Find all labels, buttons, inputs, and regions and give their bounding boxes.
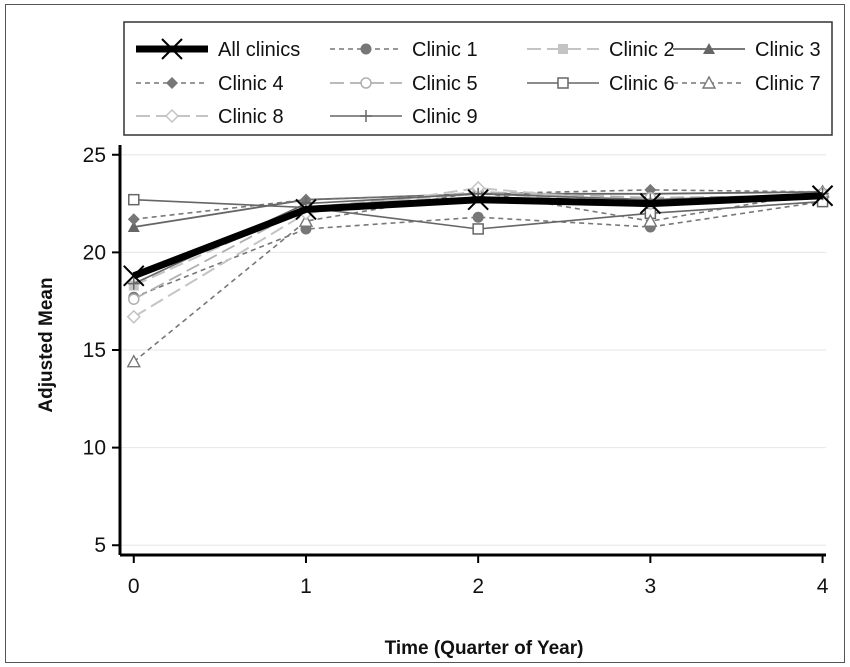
axes: 5 10 15 20 25 0 1 2 3 4 (83, 144, 829, 598)
series-line-clinic-1 (133, 200, 823, 299)
y-axis-title: Adjusted Mean (36, 277, 57, 412)
legend-label-clinic-2: Clinic 2 (609, 39, 675, 61)
y-tick-label: 5 (94, 534, 106, 557)
legend-label-clinic-4: Clinic 4 (218, 73, 284, 95)
legend-item-clinic-3: Clinic 3 (673, 39, 821, 61)
legend-marker-clinic-8 (164, 108, 180, 124)
y-tick-label: 20 (83, 241, 106, 264)
x-tick-label: 2 (472, 575, 484, 598)
grid-lines (120, 154, 826, 546)
data-point-clinic-1 (472, 211, 484, 223)
data-point-clinic-8 (126, 309, 141, 324)
legend-label-clinic-7: Clinic 7 (755, 73, 821, 95)
data-point-clinic-6 (472, 223, 484, 235)
y-tick-label: 25 (83, 144, 106, 167)
legend-marker-clinic-7 (701, 75, 717, 89)
legend-box (123, 21, 833, 136)
data-point-clinic-7 (298, 213, 314, 227)
legend: All clinics Clinic 1 Clinic 2 Clinic 3 Clini… (136, 38, 821, 128)
data-point-clinic-9 (127, 277, 140, 290)
legend-label-clinic-1: Clinic 1 (412, 39, 478, 61)
legend-label-clinic-6: Clinic 6 (609, 73, 675, 95)
legend-item-clinic-7: Clinic 7 (673, 73, 821, 95)
legend-marker-clinic-9 (360, 110, 372, 122)
legend-item-all-clinics: All clinics (136, 38, 300, 61)
series-layer (123, 180, 834, 368)
data-point-clinic-3 (127, 221, 140, 232)
data-point-all-clinics (295, 198, 317, 221)
x-tick-label: 0 (128, 575, 140, 598)
series-clinic-1 (128, 196, 829, 303)
legend-label-clinic-3: Clinic 3 (755, 39, 821, 61)
x-axis-title: Time (Quarter of Year) (385, 638, 584, 659)
legend-item-clinic-8: Clinic 8 (136, 106, 284, 128)
data-point-clinic-7 (643, 213, 658, 227)
data-point-all-clinics (467, 188, 489, 211)
legend-item-clinic-6: Clinic 6 (527, 73, 675, 95)
x-tick-label: 4 (817, 575, 829, 598)
legend-item-clinic-1: Clinic 1 (330, 39, 478, 61)
legend-item-clinic-5: Clinic 5 (330, 73, 478, 95)
legend-label-clinic-5: Clinic 5 (412, 73, 478, 95)
legend-item-clinic-4: Clinic 4 (136, 73, 284, 95)
y-tick-label: 15 (83, 339, 106, 362)
legend-marker-clinic-2 (558, 44, 568, 54)
legend-item-clinic-9: Clinic 9 (330, 106, 478, 128)
legend-label-clinic-9: Clinic 9 (412, 106, 478, 128)
legend-marker-clinic-4 (166, 77, 178, 89)
legend-label-all-clinics: All clinics (218, 39, 300, 61)
legend-marker-clinic-6 (557, 77, 569, 89)
x-tick-label: 1 (300, 575, 312, 598)
data-point-clinic-7 (126, 354, 141, 368)
legend-marker-clinic-1 (360, 43, 372, 55)
series-all-clinics (123, 185, 834, 287)
data-point-clinic-4 (127, 213, 140, 226)
data-point-clinic-6 (128, 193, 140, 206)
legend-label-clinic-8: Clinic 8 (218, 106, 284, 128)
data-point-clinic-5 (128, 293, 140, 305)
legend-marker-all-clinics (161, 38, 183, 60)
legend-marker-clinic-3 (703, 43, 715, 54)
x-tick-label: 3 (645, 575, 657, 598)
legend-item-clinic-2: Clinic 2 (527, 39, 675, 61)
data-point-all-clinics (123, 265, 145, 287)
data-point-all-clinics (811, 185, 834, 207)
legend-marker-clinic-5 (360, 77, 372, 89)
data-point-all-clinics (639, 192, 662, 215)
y-tick-label: 10 (83, 437, 106, 460)
